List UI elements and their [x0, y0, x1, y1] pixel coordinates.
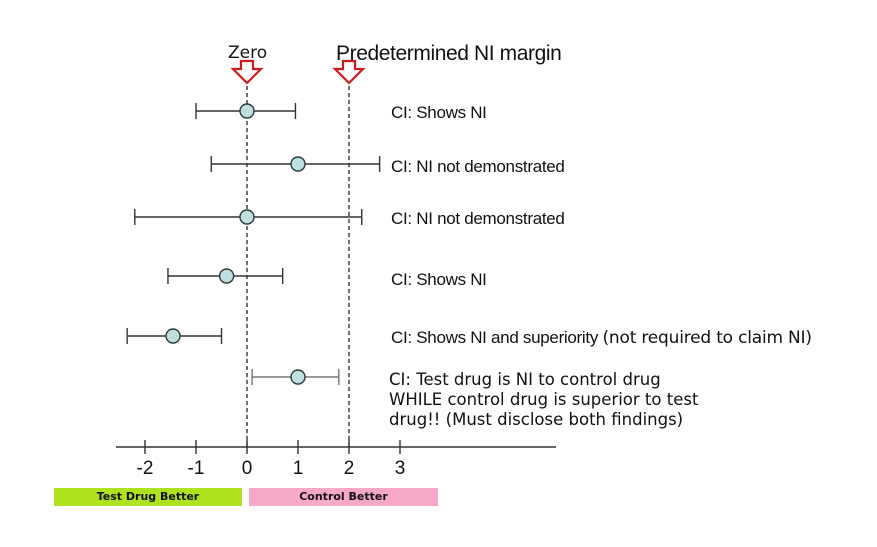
- point-estimate: [239, 103, 255, 119]
- row-6-line-1: CI: Test drug is NI to control drug: [389, 370, 661, 389]
- ci-row: [210, 156, 381, 172]
- point-estimate: [165, 328, 181, 344]
- row-5-label-group: CI: Shows NI and superiority (not requir…: [391, 328, 812, 348]
- point-estimate: [239, 209, 255, 225]
- x-tick-label: 2: [343, 458, 355, 479]
- ci-row: [167, 268, 284, 284]
- row-1-label: CI: Shows NI: [391, 103, 487, 122]
- zero-arrow-icon: [230, 59, 264, 85]
- row-5-note: (not required to claim NI): [602, 328, 812, 348]
- row-3-label: CI: NI not demonstrated: [391, 209, 565, 228]
- x-tick-label: 1: [292, 458, 304, 479]
- row-6-line-2: WHILE control drug is superior to test: [389, 390, 699, 409]
- ci-row: [126, 328, 223, 344]
- x-tick-label: -2: [136, 458, 154, 479]
- point-estimate: [290, 369, 306, 385]
- row-2-label: CI: NI not demonstrated: [391, 157, 565, 176]
- ni-margin-label: Predetermined NI margin: [336, 42, 562, 65]
- test-drug-better-band: Test Drug Better: [54, 488, 242, 506]
- point-estimate: [290, 156, 306, 172]
- point-estimate: [218, 268, 235, 284]
- ni-margin-arrow-icon: [332, 59, 366, 85]
- ci-row: [251, 369, 340, 385]
- control-better-band: Control Better: [249, 488, 438, 506]
- x-tick-label: -1: [187, 458, 205, 479]
- x-tick-label: 3: [394, 458, 406, 479]
- row-4-label: CI: Shows NI: [391, 270, 487, 289]
- zero-label: Zero: [228, 43, 268, 63]
- row-6-line-3: drug!! (Must disclose both findings): [389, 410, 684, 429]
- ci-row: [195, 103, 297, 119]
- row-6-label: CI: Test drug is NI to control drug WHIL…: [389, 370, 698, 430]
- x-tick-label: 0: [241, 458, 253, 479]
- ci-row: [134, 209, 363, 225]
- row-5-label: CI: Shows NI and superiority: [391, 328, 599, 347]
